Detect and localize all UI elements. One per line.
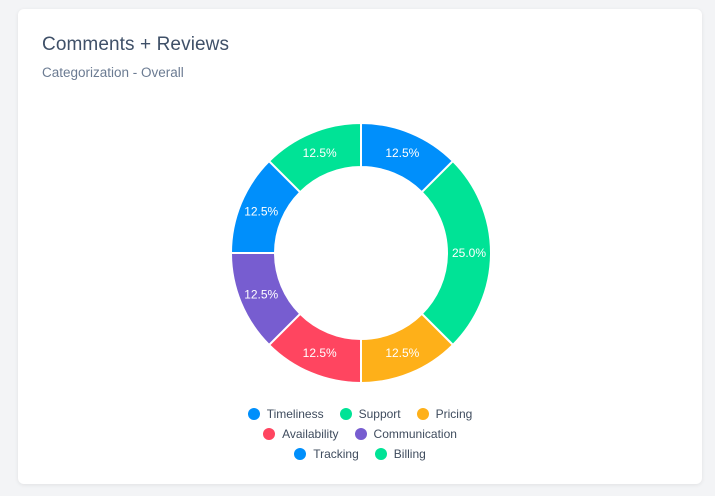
legend-row: Tracking Billing xyxy=(18,444,702,464)
legend-label: Pricing xyxy=(435,407,473,421)
legend-label: Timeliness xyxy=(266,407,324,421)
legend-item-tracking[interactable]: Tracking xyxy=(294,447,359,461)
legend-marker-icon xyxy=(339,408,352,420)
legend-marker-icon xyxy=(374,448,387,460)
slice-label-support: 25.0% xyxy=(452,246,486,260)
legend-marker-icon xyxy=(294,448,307,460)
slice-billing[interactable] xyxy=(267,121,362,194)
donut-chart: 12.5% 25.0% 12.5% 12.5% 12.5% 12.5% 12.5% xyxy=(229,121,492,385)
legend-marker-icon xyxy=(354,428,367,440)
legend-item-pricing[interactable]: Pricing xyxy=(416,407,473,421)
legend-item-support[interactable]: Support xyxy=(339,407,401,421)
legend-item-timeliness[interactable]: Timeliness xyxy=(247,407,324,421)
slice-label-availability: 12.5% xyxy=(303,346,337,360)
legend-marker-icon xyxy=(263,428,276,440)
chart-card: Comments + Reviews Categorization - Over… xyxy=(18,9,702,484)
slice-label-timeliness: 12.5% xyxy=(385,146,419,160)
slice-label-billing: 12.5% xyxy=(303,146,337,160)
legend-label: Tracking xyxy=(313,447,359,461)
legend-row: Availability Communication xyxy=(18,424,702,444)
legend-marker-icon xyxy=(247,408,260,420)
chart-title: Comments + Reviews xyxy=(42,34,230,55)
legend-label: Availability xyxy=(282,427,339,441)
legend-item-availability[interactable]: Availability xyxy=(263,427,339,441)
donut-slices xyxy=(229,121,492,385)
chart-legend: Timeliness Support Pricing Availability Comm… xyxy=(18,404,702,464)
slice-label-tracking: 12.5% xyxy=(244,205,278,219)
legend-row: Timeliness Support Pricing xyxy=(18,404,702,424)
slice-label-communication: 12.5% xyxy=(244,287,278,301)
legend-label: Communication xyxy=(373,427,457,441)
legend-label: Support xyxy=(358,407,401,421)
donut-labels: 12.5% 25.0% 12.5% 12.5% 12.5% 12.5% 12.5% xyxy=(244,146,486,360)
legend-item-communication[interactable]: Communication xyxy=(354,427,457,441)
legend-marker-icon xyxy=(416,408,429,420)
legend-label: Billing xyxy=(393,447,426,461)
slice-label-pricing: 12.5% xyxy=(385,346,419,360)
chart-subtitle: Categorization - Overall xyxy=(42,65,184,80)
legend-item-billing[interactable]: Billing xyxy=(374,447,426,461)
